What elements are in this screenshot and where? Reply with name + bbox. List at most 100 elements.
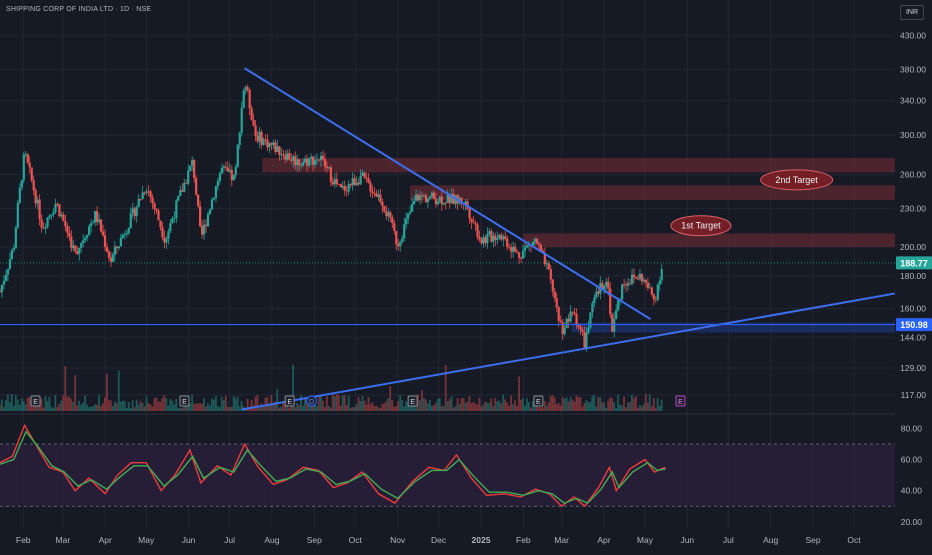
time-tick-label: 2025 — [472, 535, 491, 545]
volume-bar — [284, 404, 287, 411]
volume-bar — [157, 401, 160, 411]
volume-bar — [654, 407, 657, 411]
volume-bar — [159, 401, 162, 411]
candle-body — [242, 90, 245, 108]
candle-body — [626, 283, 630, 286]
candle-body — [58, 204, 61, 217]
candle-body — [601, 282, 604, 290]
candle-body — [539, 244, 542, 251]
candle-body — [460, 197, 463, 204]
volume-bar — [84, 395, 86, 411]
volume-bar — [547, 402, 550, 411]
volume-bar — [50, 406, 53, 411]
candle-body — [62, 214, 65, 221]
volume-bar — [183, 404, 186, 411]
candle-body — [502, 236, 505, 240]
candle-body — [617, 300, 620, 310]
candle-body — [634, 277, 638, 279]
volume-bar — [502, 394, 505, 411]
candle-body — [284, 155, 287, 160]
candle-body — [129, 213, 132, 228]
volume-bar — [355, 403, 358, 411]
candle-body — [86, 235, 89, 238]
volume-bar — [214, 396, 217, 411]
volume-bar — [232, 396, 235, 411]
volume-bar — [440, 405, 443, 411]
candle-body — [401, 238, 404, 242]
volume-bar — [391, 400, 394, 411]
candle-body — [512, 246, 515, 252]
candle-body — [244, 87, 247, 91]
candle-body — [222, 166, 225, 168]
candle-body — [420, 195, 424, 197]
volume-bar — [559, 405, 562, 411]
candle-body — [315, 159, 319, 161]
candle-body — [109, 257, 113, 262]
volume-bar — [452, 407, 455, 411]
candle-body — [187, 170, 190, 184]
volume-bar — [22, 401, 25, 411]
candle-body — [155, 208, 158, 211]
candle-body — [149, 191, 152, 198]
candle-body — [22, 154, 25, 181]
volume-bar — [274, 401, 277, 411]
candle-body — [218, 173, 222, 182]
candle-body — [484, 237, 487, 244]
volume-bar — [316, 406, 318, 411]
volume-bar — [648, 394, 651, 411]
candle-body — [333, 179, 336, 185]
rsi-tick-label: 40.00 — [901, 486, 923, 496]
volume-bar — [139, 401, 142, 411]
volume-bar — [240, 400, 243, 411]
volume-bar — [498, 400, 501, 411]
candle-body — [282, 154, 285, 156]
candle-body — [101, 231, 105, 236]
candle-body — [341, 185, 344, 188]
candle-body — [450, 194, 453, 204]
price-tick-label: 260.00 — [900, 170, 926, 180]
candle-body — [444, 202, 447, 204]
volume-bar — [203, 398, 205, 411]
volume-bar — [526, 398, 528, 411]
volume-bar — [256, 394, 259, 411]
candle-body — [147, 191, 150, 193]
candle-body — [141, 192, 144, 200]
candle-body — [519, 257, 523, 259]
time-tick-label: Apr — [597, 535, 610, 545]
candle-body — [498, 234, 501, 239]
volume-bar — [30, 402, 33, 411]
candle-body — [309, 156, 313, 159]
candle-body — [569, 311, 572, 322]
candle-body — [405, 218, 408, 225]
candle-body — [553, 291, 556, 299]
volume-bar — [603, 402, 606, 411]
volume-bar — [468, 395, 471, 411]
volume-bar — [337, 394, 340, 411]
volume-bar — [599, 397, 602, 411]
candle-body — [549, 268, 552, 280]
volume-bar — [161, 398, 164, 411]
candle-body — [14, 227, 17, 249]
volume-bar — [276, 389, 279, 411]
volume-bar — [173, 404, 176, 411]
candle-body — [115, 246, 118, 249]
volume-bar — [165, 398, 168, 411]
volume-bar — [432, 405, 435, 411]
volume-bar — [557, 402, 560, 411]
candle-body — [337, 184, 340, 185]
volume-bar — [625, 407, 627, 411]
price-badge-label: 188.77 — [900, 258, 928, 268]
volume-bar — [506, 402, 509, 411]
candle-body — [173, 218, 176, 219]
candle-body — [246, 87, 249, 90]
volume-bar — [131, 400, 134, 411]
currency-button[interactable]: INR — [900, 5, 924, 20]
volume-bar — [633, 398, 635, 411]
volume-bar — [113, 401, 116, 411]
candle-body — [280, 154, 283, 156]
candle-body — [545, 263, 548, 265]
volume-bar — [601, 401, 604, 411]
candle-body — [292, 156, 295, 161]
